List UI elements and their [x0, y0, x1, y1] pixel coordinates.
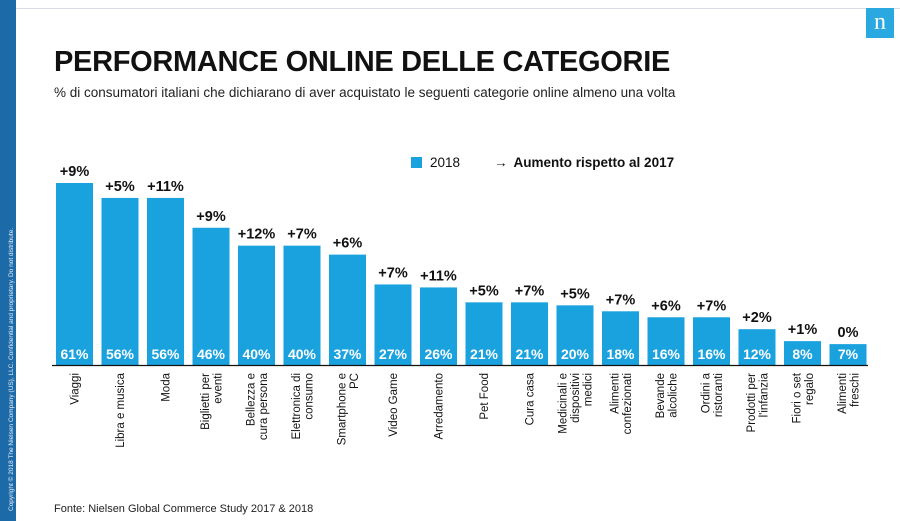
source-note: Fonte: Nielsen Global Commerce Study 201…	[54, 503, 314, 515]
bar-value-label-12: 18%	[606, 346, 635, 362]
bar-value-label-9: 21%	[470, 346, 499, 362]
category-label-4: Bellezza ecura persona	[245, 372, 270, 440]
category-label-9: Pet Food	[479, 373, 491, 420]
category-label-16: Fiori o setregalo	[791, 372, 816, 423]
category-label-10: Cura casa	[525, 372, 537, 425]
increase-label-4: +12%	[238, 227, 276, 243]
category-label-12: Alimenticonfezionati	[609, 373, 634, 434]
bar-value-label-13: 16%	[652, 346, 681, 362]
bar-value-label-8: 26%	[424, 346, 453, 362]
category-label-6: Smartphone ePC	[336, 373, 361, 445]
nielsen-logo: n	[866, 8, 894, 38]
category-label-7: Video Game	[388, 373, 400, 437]
increase-label-3: +9%	[196, 209, 226, 225]
category-label-11: Medicinali edispositivimedici	[558, 373, 595, 434]
bar-value-label-6: 37%	[333, 346, 362, 362]
increase-label-10: +7%	[515, 283, 545, 299]
bar-14	[693, 317, 730, 365]
increase-label-0: +9%	[60, 164, 90, 180]
increase-label-17: 0%	[838, 325, 859, 341]
bar-4	[238, 245, 275, 365]
increase-label-8: +11%	[420, 268, 457, 284]
chart-legend: 2018 → Aumento rispetto al 2017	[411, 155, 674, 170]
category-label-17: Alimentifreschi	[837, 373, 862, 414]
bar-16	[784, 341, 821, 365]
bar-9	[465, 302, 503, 365]
increase-label-14: +7%	[697, 298, 727, 314]
bar-value-label-10: 21%	[515, 346, 544, 362]
page-subtitle: % di consumatori italiani che dichiarano…	[54, 85, 676, 100]
increase-label-5: +7%	[287, 227, 317, 243]
bar-12	[602, 311, 639, 365]
bar-value-label-11: 20%	[561, 346, 590, 362]
category-label-5: Elettronica diconsumo	[291, 373, 316, 439]
bar-value-label-3: 46%	[197, 346, 226, 362]
bar-13	[647, 317, 685, 365]
increase-label-16: +1%	[788, 322, 818, 338]
bar-3	[192, 227, 230, 365]
bar-value-label-16: 8%	[792, 346, 813, 362]
category-label-1: Libra e musica	[115, 372, 127, 447]
increase-label-13: +6%	[651, 298, 681, 314]
category-label-3: Biglietti pereventi	[200, 373, 225, 430]
bar-0	[56, 183, 93, 365]
category-label-14: Ordini aristoranti	[700, 372, 725, 417]
bar-value-label-17: 7%	[838, 346, 859, 362]
bar-value-label-1: 56%	[106, 346, 135, 362]
legend-label-2018: 2018	[430, 155, 461, 170]
increase-label-12: +7%	[606, 292, 636, 308]
bar-value-label-15: 12%	[743, 346, 772, 362]
bar-value-label-2: 56%	[151, 346, 180, 362]
increase-label-7: +7%	[378, 265, 408, 281]
increase-label-15: +2%	[742, 310, 772, 326]
category-label-15: Prodotti perl'infanzia	[746, 372, 771, 432]
bar-value-label-4: 40%	[242, 346, 271, 362]
bar-10	[511, 302, 548, 365]
legend-note: Aumento rispetto al 2017	[513, 155, 675, 170]
bar-value-label-0: 61%	[60, 346, 89, 362]
category-label-13: Bevandealcoliche	[655, 373, 680, 418]
increase-label-2: +11%	[147, 179, 184, 195]
increase-label-6: +6%	[333, 236, 363, 252]
arrow-right-icon: →	[494, 155, 508, 170]
bar-2	[147, 197, 184, 365]
bar-15	[738, 329, 776, 365]
bar-value-label-7: 27%	[379, 346, 408, 362]
side-strip	[0, 0, 16, 521]
bar-7	[374, 284, 412, 365]
bar-11	[556, 305, 594, 365]
bar-1	[101, 197, 139, 365]
bar-value-label-14: 16%	[697, 346, 726, 362]
bar-value-label-5: 40%	[288, 346, 317, 362]
increase-label-9: +5%	[469, 283, 499, 299]
increase-label-1: +5%	[105, 179, 135, 195]
category-label-2: Moda	[161, 372, 173, 401]
bar-6	[329, 254, 366, 365]
increase-label-11: +5%	[560, 286, 590, 302]
page-title: PERFORMANCE ONLINE DELLE CATEGORIE	[54, 46, 671, 78]
legend-swatch-2018	[411, 157, 422, 168]
bar-8	[420, 287, 457, 365]
category-label-8: Arredamento	[434, 373, 446, 439]
bar-17	[829, 344, 867, 365]
bar-5	[283, 245, 321, 365]
category-label-0: Viaggi	[70, 373, 82, 405]
top-rule	[0, 0, 900, 9]
